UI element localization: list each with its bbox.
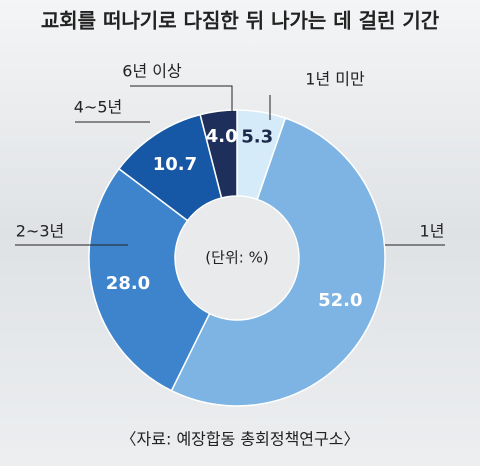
value-label: 28.0: [106, 273, 150, 294]
donut-hole: [176, 197, 298, 319]
value-label: 4.0: [206, 126, 238, 147]
category-label: 2~3년: [16, 222, 65, 241]
donut-segment: [199, 109, 238, 199]
category-label: 6년 이상: [122, 62, 182, 81]
chart-title: 교회를 떠나기로 다짐한 뒤 나가는 데 걸린 기간: [41, 9, 440, 33]
unit-note: (단위: %): [205, 249, 268, 267]
value-label: 52.0: [318, 290, 362, 311]
leader-line: [130, 85, 233, 112]
value-label: 10.7: [153, 154, 197, 175]
category-label: 1년 미만: [305, 70, 365, 89]
donut-segment: [170, 117, 386, 407]
donut-segment: [88, 167, 211, 392]
value-label: 5.3: [241, 127, 273, 148]
category-label: 1년: [420, 222, 445, 241]
category-label: 4~5년: [74, 98, 123, 117]
source: 〈자료: 예장합동 총회정책연구소〉: [121, 430, 360, 449]
